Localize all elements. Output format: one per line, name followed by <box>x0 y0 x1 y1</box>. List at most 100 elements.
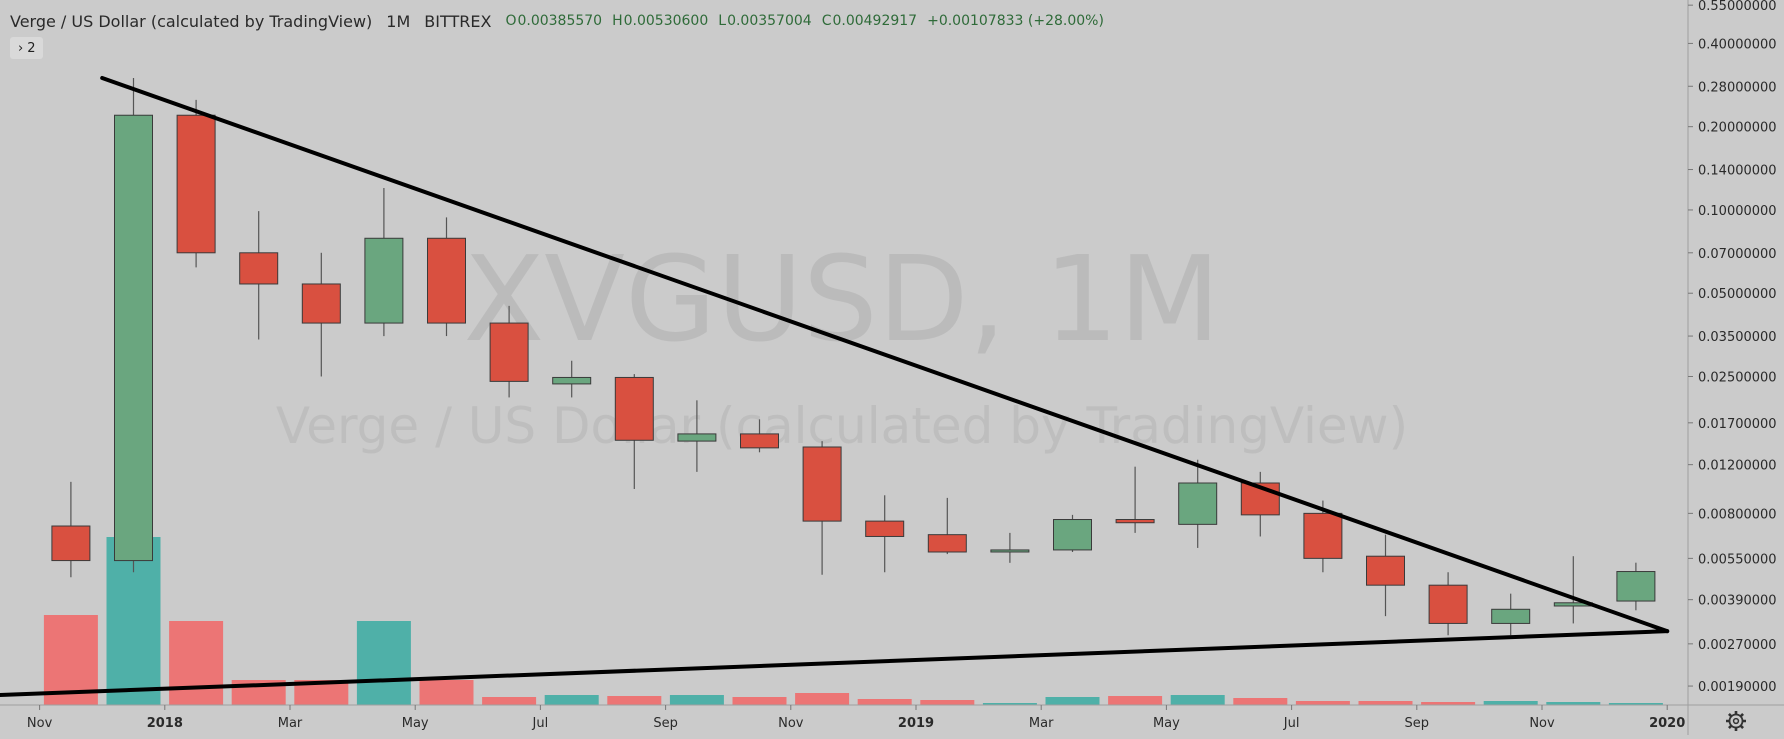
y-tick-label: 0.07000000 <box>1698 247 1777 262</box>
interval-label: 1M <box>386 11 411 31</box>
volume-bar <box>732 697 787 705</box>
trendline-lower[interactable] <box>0 629 1670 698</box>
volume-bar <box>920 700 975 705</box>
candle-down[interactable] <box>301 283 341 324</box>
x-tick-label: Nov <box>778 716 804 731</box>
y-tick-label: 0.14000000 <box>1698 164 1777 179</box>
gear-icon[interactable] <box>1726 711 1746 731</box>
volume-bar <box>982 703 1037 705</box>
x-tick-label: Sep <box>653 716 678 731</box>
y-tick-label: 0.00270000 <box>1698 638 1777 653</box>
y-tick-label: 0.02500000 <box>1698 370 1777 385</box>
exchange-label: BITTREX <box>424 11 492 31</box>
volume-bar <box>1421 702 1476 705</box>
volume-bar <box>1045 697 1100 705</box>
x-tick-label: 2019 <box>898 716 934 731</box>
candle-down[interactable] <box>802 446 842 522</box>
volume-bar <box>1608 703 1663 705</box>
candle-up[interactable] <box>1616 571 1656 602</box>
x-tick-label: 2020 <box>1649 716 1685 731</box>
candle-down[interactable] <box>239 252 279 285</box>
volume-bar <box>1295 701 1350 705</box>
x-tick-label: May <box>1153 716 1180 731</box>
candle-up[interactable] <box>1491 608 1531 624</box>
x-tick-label: Sep <box>1405 716 1430 731</box>
candle-down[interactable] <box>614 376 654 441</box>
chevron-right-icon: › <box>18 40 24 56</box>
volume-bar <box>356 621 411 705</box>
candle-down[interactable] <box>1428 584 1468 624</box>
y-tick-label: 0.03500000 <box>1698 330 1777 345</box>
volume-bar <box>1546 702 1601 705</box>
x-tick-label: Mar <box>1029 716 1054 731</box>
close-value: 0.00492917 <box>832 13 918 29</box>
x-tick-label: Nov <box>27 716 53 731</box>
y-tick-label: 0.01700000 <box>1698 417 1777 432</box>
close-label: C <box>821 13 832 29</box>
x-tick-label: Jul <box>1283 716 1300 731</box>
low-label: L <box>718 13 727 29</box>
candle-down[interactable] <box>865 520 905 537</box>
candle-up[interactable] <box>114 114 153 562</box>
y-tick-label: 0.00390000 <box>1698 594 1777 609</box>
volume-bar <box>419 680 474 705</box>
indicator-count: 2 <box>27 40 36 56</box>
candle-down[interactable] <box>1303 512 1343 559</box>
y-tick-label: 0.01200000 <box>1698 459 1777 474</box>
candle-down[interactable] <box>740 433 779 449</box>
chart-header: Verge / US Dollar (calculated by Trading… <box>10 10 1104 32</box>
trendline-upper[interactable] <box>100 75 1670 634</box>
low-value: 0.00357004 <box>727 13 812 29</box>
candle-down[interactable] <box>489 322 529 382</box>
y-tick-label: 0.05000000 <box>1698 287 1777 302</box>
volume-bar <box>1483 701 1538 705</box>
change-value: +0.00107833 (+28.00%) <box>927 13 1104 29</box>
y-tick-label: 0.40000000 <box>1698 37 1777 52</box>
candle-down[interactable] <box>51 525 91 562</box>
volume-bar <box>169 621 224 705</box>
volume-bar <box>482 697 537 705</box>
watermark-description: Verge / US Dollar (calculated by Trading… <box>276 397 1408 455</box>
volume-bar <box>1233 698 1288 705</box>
x-tick-label: May <box>402 716 429 731</box>
volume-bar <box>1108 696 1163 705</box>
volume-bar <box>1170 695 1225 705</box>
open-value: 0.00385570 <box>517 13 603 29</box>
candle-up[interactable] <box>1178 482 1218 525</box>
high-label: H <box>612 13 623 29</box>
open-label: O <box>505 13 517 29</box>
candle-up[interactable] <box>552 376 592 385</box>
candle-down[interactable] <box>1366 555 1405 586</box>
candle-up[interactable] <box>677 433 717 442</box>
candle-down[interactable] <box>176 114 216 254</box>
candle-up[interactable] <box>990 549 1030 553</box>
x-tick-label: Mar <box>278 716 303 731</box>
volume-bar <box>607 696 662 705</box>
volume-bar <box>1358 701 1413 705</box>
candle-down[interactable] <box>1115 519 1155 524</box>
x-tick-label: Jul <box>532 716 549 731</box>
y-tick-label: 0.28000000 <box>1698 80 1777 95</box>
indicators-toggle-button[interactable]: › 2 <box>10 37 44 59</box>
gear-hub <box>1732 717 1740 725</box>
y-tick-label: 0.10000000 <box>1698 204 1777 219</box>
y-tick-label: 0.20000000 <box>1698 121 1777 136</box>
x-tick-label: Nov <box>1529 716 1555 731</box>
high-value: 0.00530600 <box>623 13 709 29</box>
volume-bar <box>544 695 599 705</box>
candle-up[interactable] <box>364 237 404 324</box>
watermark-symbol: XVGUSD, 1M <box>463 230 1220 368</box>
x-tick-label: 2018 <box>147 716 183 731</box>
y-tick-label: 0.55000000 <box>1698 0 1777 14</box>
y-tick-label: 0.00550000 <box>1698 552 1777 567</box>
candle-down[interactable] <box>427 237 466 324</box>
symbol-title: Verge / US Dollar (calculated by Trading… <box>10 11 373 31</box>
candle-down[interactable] <box>927 534 967 553</box>
candle-up[interactable] <box>1053 519 1092 551</box>
volume-bar <box>857 699 912 705</box>
gear-ring <box>1728 713 1744 729</box>
y-tick-label: 0.00800000 <box>1698 507 1777 522</box>
